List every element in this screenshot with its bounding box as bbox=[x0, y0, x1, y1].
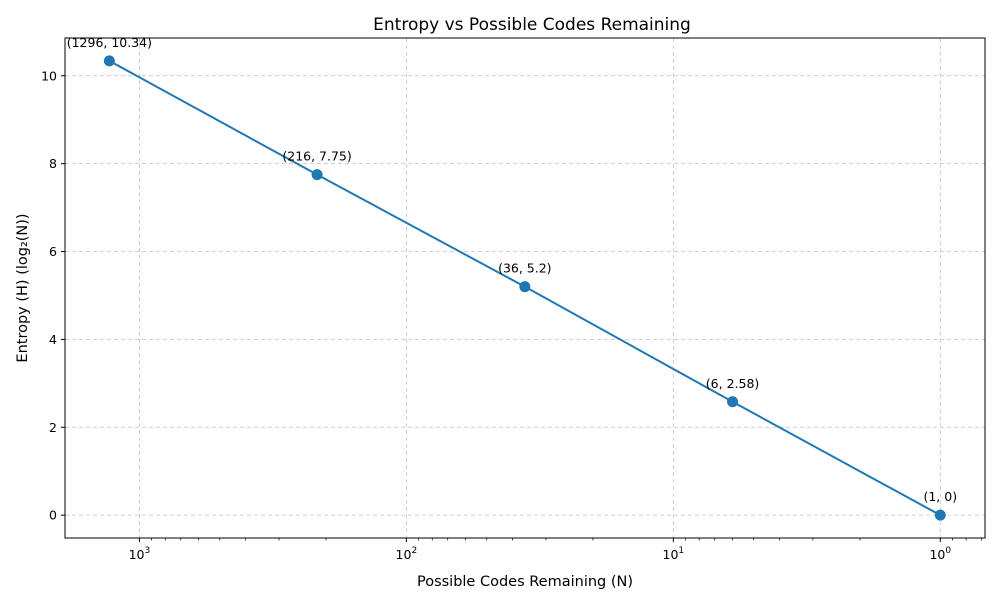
point-labels: (1296, 10.34) (216, 7.75) (36, 5.2) (6, 2.5… bbox=[67, 35, 957, 504]
y-axis-label: Entropy (H) (log₂(N)) bbox=[15, 213, 31, 362]
x-tick-label: 102 bbox=[396, 546, 418, 562]
y-tick-label: 6 bbox=[49, 244, 57, 259]
data-point bbox=[727, 396, 739, 408]
x-tick-label: 101 bbox=[663, 546, 685, 562]
data-point bbox=[103, 55, 115, 67]
data-point bbox=[519, 281, 531, 293]
grid bbox=[65, 38, 985, 538]
data-points bbox=[103, 55, 946, 521]
y-axis-ticks: 0 2 4 6 8 10 bbox=[41, 68, 65, 523]
data-point-label: (6, 2.58) bbox=[706, 376, 760, 391]
data-point bbox=[311, 169, 323, 181]
y-tick-label: 2 bbox=[49, 420, 57, 435]
data-point bbox=[934, 509, 946, 521]
data-point-label: (1296, 10.34) bbox=[67, 35, 152, 50]
plot-frame bbox=[64, 37, 986, 539]
y-tick-label: 0 bbox=[49, 508, 57, 523]
x-tick-label: 100 bbox=[929, 546, 951, 562]
data-point-label: (216, 7.75) bbox=[282, 149, 351, 164]
y-tick-label: 8 bbox=[49, 156, 57, 171]
data-point-label: (36, 5.2) bbox=[498, 261, 552, 276]
data-point-label: (1, 0) bbox=[923, 489, 957, 504]
x-axis-label: Possible Codes Remaining (N) bbox=[417, 574, 633, 590]
x-tick-label: 103 bbox=[129, 546, 151, 562]
chart-title: Entropy vs Possible Codes Remaining bbox=[373, 15, 691, 35]
y-tick-label: 4 bbox=[49, 332, 57, 347]
x-axis-ticks: 103 102 101 100 bbox=[129, 538, 982, 562]
y-tick-label: 10 bbox=[41, 68, 57, 83]
